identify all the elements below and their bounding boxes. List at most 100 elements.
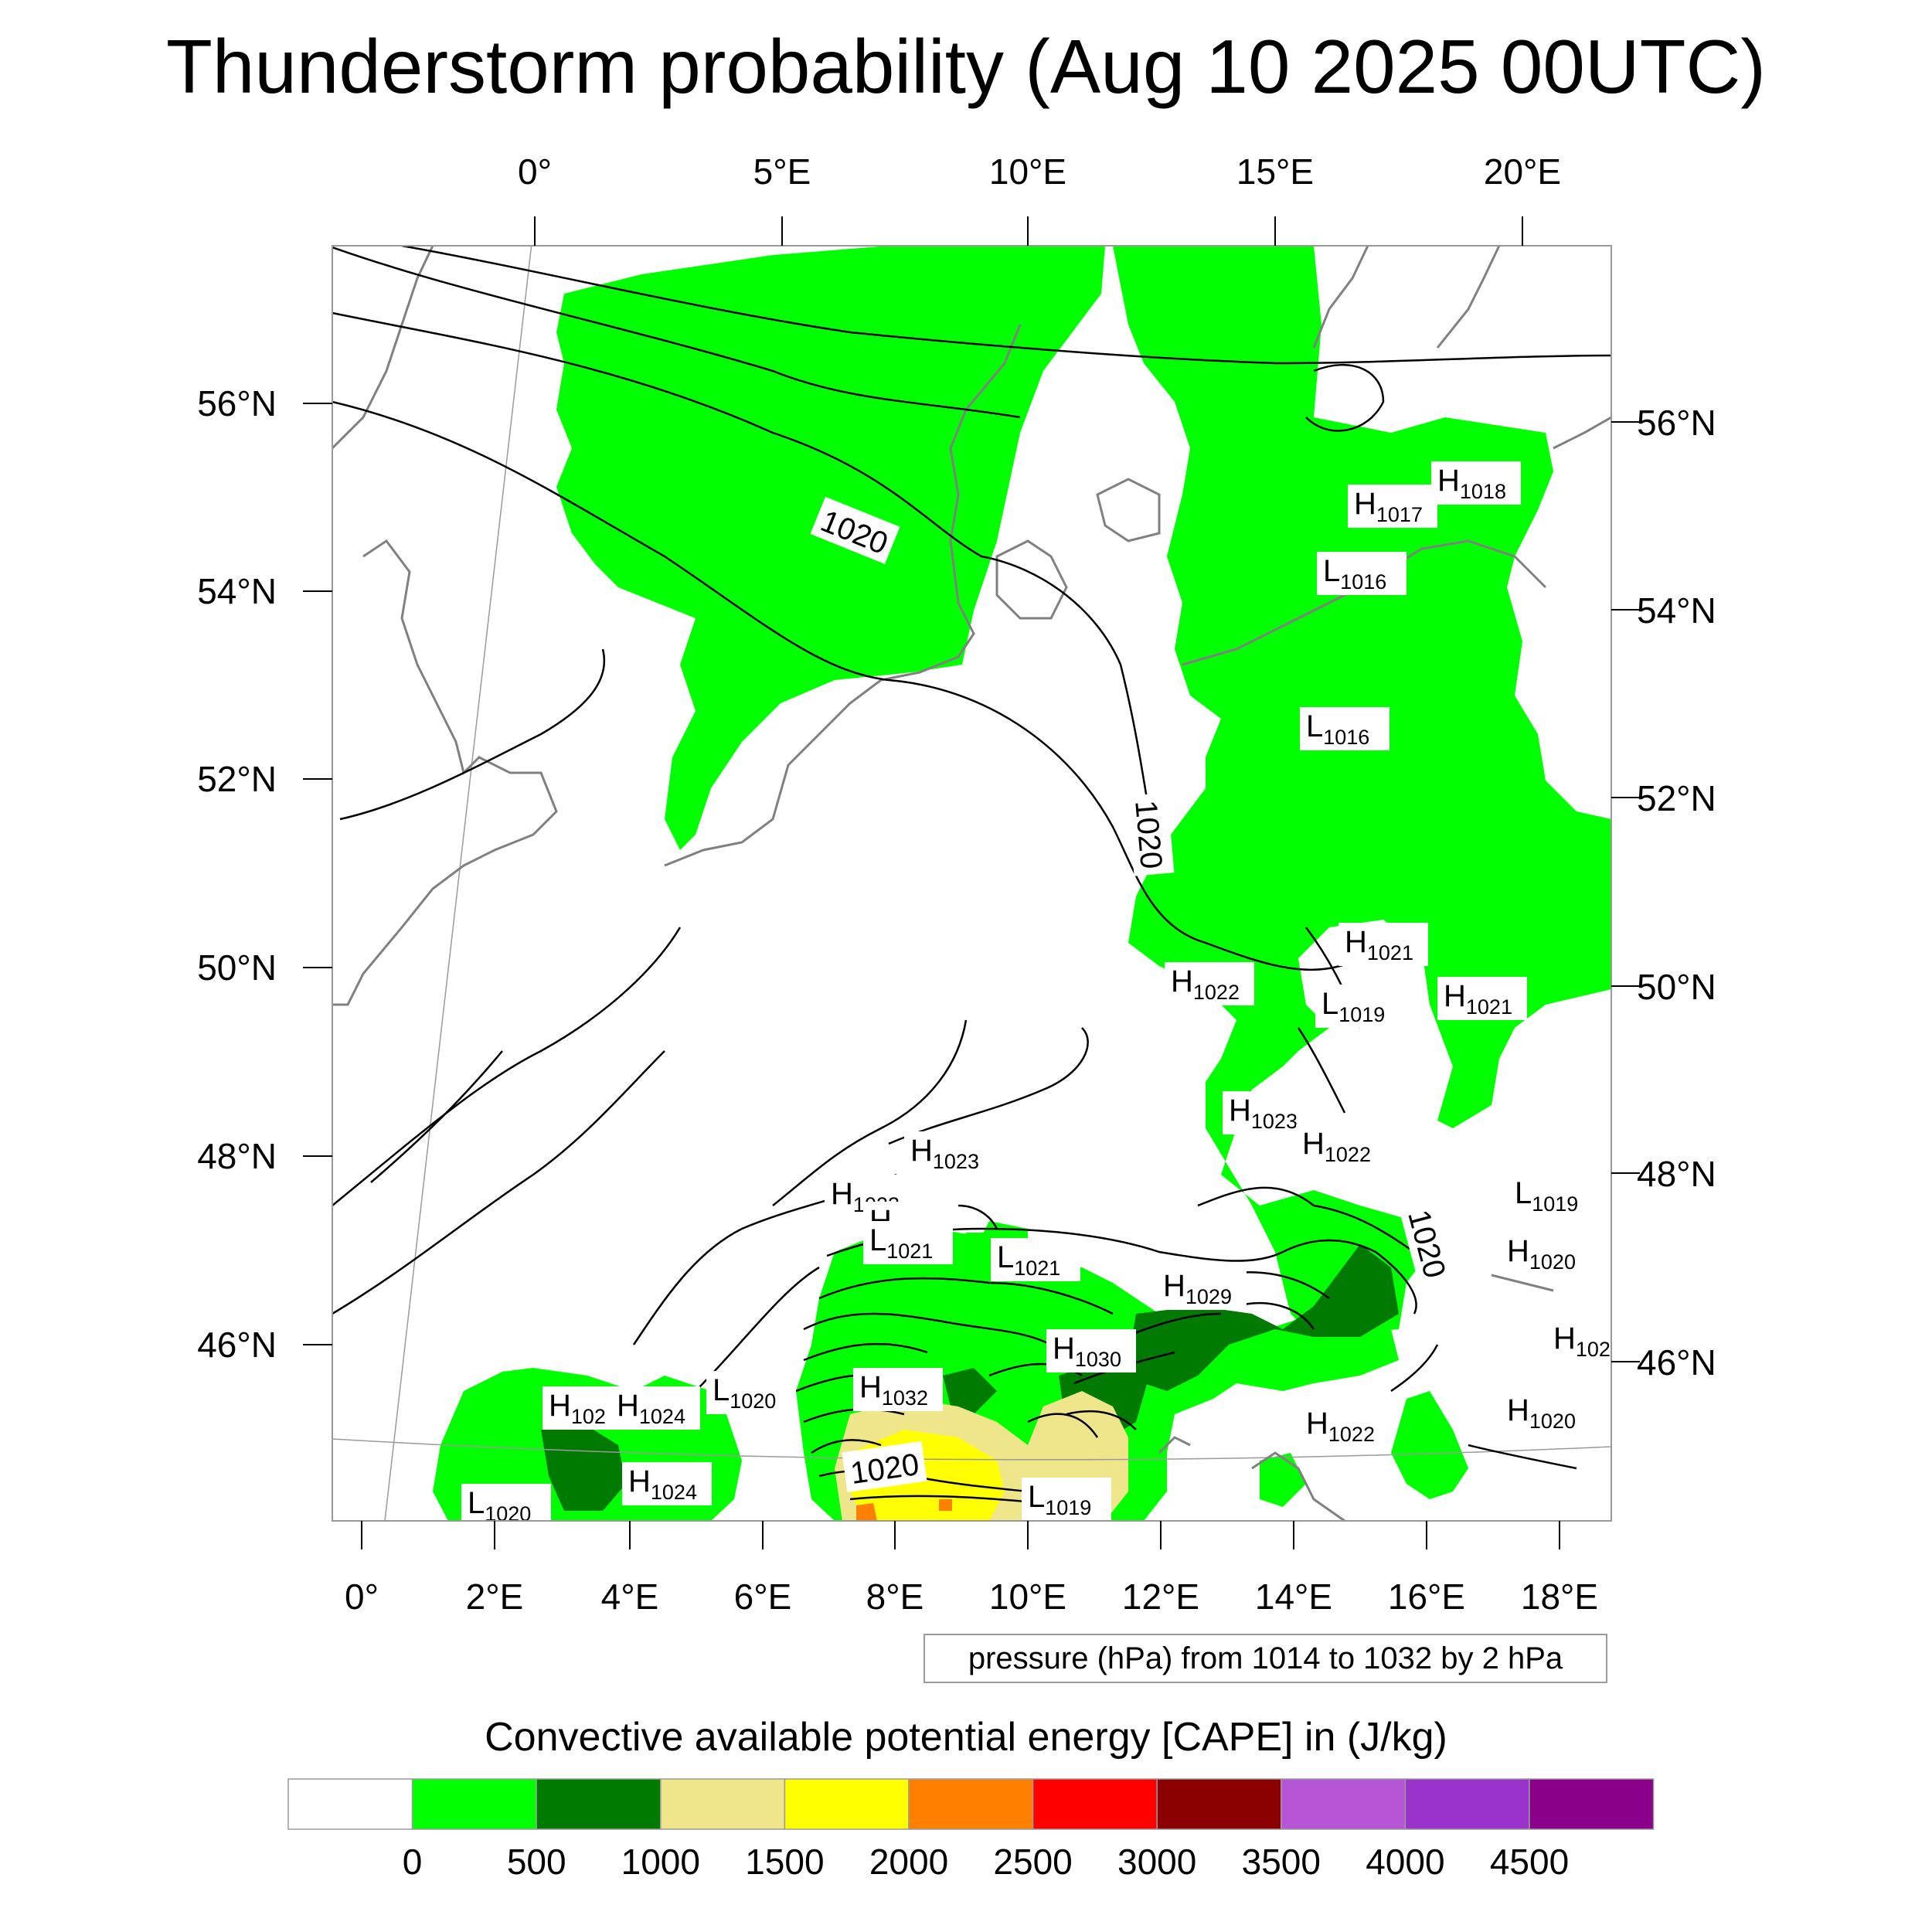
colorbar-swatch [1281,1778,1406,1830]
colorbar-tick-label: 1000 [621,1842,700,1882]
bottom-lon-16e: 16°E [1388,1577,1465,1617]
svg-text:L1019: L1019 [1028,1480,1091,1519]
svg-text:L1020: L1020 [468,1486,531,1526]
pressure-center-label: H1029 [1157,1267,1247,1310]
bottom-lon-14e: 14°E [1255,1577,1332,1617]
colorbar-tick-label: 500 [507,1842,566,1882]
colorbar-tick-label: 4000 [1366,1842,1444,1882]
svg-text:H1029: H1029 [1163,1269,1232,1308]
bottom-lon-18e: 18°E [1521,1577,1598,1617]
bottom-lon-2e: 2°E [466,1577,524,1617]
pressure-center-label: H1023 [904,1131,994,1175]
svg-text:H1023: H1023 [910,1134,979,1173]
pressure-center-label: H1017 [1348,485,1437,528]
colorbar-tick-label: 2500 [993,1842,1072,1882]
pressure-center-label: L1020 [461,1484,551,1526]
right-lat-46n: 46°N [1637,1342,1716,1383]
top-lon-20e: 20°E [1484,151,1561,192]
svg-text:H1022: H1022 [1302,1127,1371,1166]
bottom-lon-10e: 10°E [989,1577,1066,1617]
pressure-center-label: H1022 [1165,962,1254,1005]
svg-text:H1023: H1023 [1229,1094,1298,1133]
pressure-center-label: H1020 [1501,1391,1590,1434]
colorbar-swatch [287,1778,413,1830]
colorbar-swatch [536,1778,662,1830]
bottom-lon-6e: 6°E [734,1577,792,1617]
colorbar-swatch [411,1778,537,1830]
map-area: 1020 1020 1020 1020 H1018H1017L1016L1016… [332,246,1611,1526]
colorbar-swatch [1529,1778,1655,1830]
contour-label-2: 1020 [1127,792,1175,876]
pressure-center-label: L1016 [1300,707,1389,750]
pressure-center-label: L1020 [706,1371,796,1414]
pressure-center-label: H1021 [1437,977,1527,1020]
pressure-center-label: H1023 [1223,1091,1312,1134]
pressure-center-label: H1030 [1046,1329,1136,1372]
pressure-center-label: H1022 [1296,1124,1386,1168]
svg-text:H1024: H1024 [617,1389,685,1428]
colorbar-swatch [1404,1778,1530,1830]
colorbar-swatch [1032,1778,1158,1830]
top-lon-5e: 5°E [753,151,811,192]
svg-text:L1019: L1019 [1321,987,1385,1026]
svg-text:L1016: L1016 [1323,554,1386,594]
svg-text:L1019: L1019 [1515,1176,1578,1216]
svg-text:H1022: H1022 [1171,964,1240,1004]
colorbar-tick-label: 3500 [1242,1842,1321,1882]
svg-text:H1020: H1020 [1507,1393,1576,1433]
pressure-center-label: L1021 [863,1221,953,1264]
top-lon-10e: 10°E [989,151,1066,192]
right-lat-54n: 54°N [1637,590,1716,631]
svg-text:L1016: L1016 [1306,709,1369,749]
svg-text:L1020: L1020 [713,1373,776,1413]
svg-text:H1018: H1018 [1437,464,1506,503]
coastlines [332,246,1611,1521]
colorbar-swatch [908,1778,1034,1830]
pressure-center-label: L1019 [1022,1478,1111,1521]
bottom-lon-4e: 4°E [601,1577,659,1617]
svg-text:H1021: H1021 [1345,925,1413,964]
top-lon-0: 0° [518,151,552,192]
left-lat-48n: 48°N [197,1136,277,1176]
cape-colorbar-title: Convective available potential energy [C… [485,1715,1447,1760]
svg-text:H1032: H1032 [859,1370,928,1410]
colorbar-tick-label: 4500 [1490,1842,1569,1882]
right-lat-axis: 56°N 54°N 52°N 50°N 48°N 46°N [1611,403,1716,1383]
svg-text:L1021: L1021 [869,1223,933,1263]
pressure-center-label: H1018 [1431,461,1521,505]
svg-text:1020: 1020 [1128,799,1168,870]
pressure-center-label: H1024 [611,1386,700,1430]
left-lat-56n: 56°N [197,383,277,423]
svg-text:L1021: L1021 [997,1240,1060,1280]
bottom-lon-8e: 8°E [866,1577,924,1617]
top-lon-axis: 0° 5°E 10°E 15°E 20°E [518,151,1561,246]
colorbar-tick-label: 0 [403,1842,423,1882]
colorbar-swatch [660,1778,786,1830]
svg-text:H1020: H1020 [1507,1234,1576,1274]
bottom-lon-0: 0° [345,1577,379,1617]
left-lat-46n: 46°N [197,1325,277,1365]
pressure-center-label: H1021 [1338,923,1428,966]
pressure-center-label: H102 [1547,1319,1611,1362]
pressure-note: pressure (hPa) from 1014 to 1032 by 2 hP… [923,1634,1607,1683]
colorbar-tick-label: 2000 [869,1842,948,1882]
right-lat-48n: 48°N [1637,1154,1716,1194]
left-lat-54n: 54°N [197,571,277,611]
pressure-center-label: H1022 [1300,1404,1389,1447]
right-lat-56n: 56°N [1637,403,1716,443]
pressure-center-label: H102 [543,1386,619,1430]
map-title: Thunderstorm probability (Aug 10 2025 00… [166,24,1766,109]
pressure-center-label: L1016 [1317,552,1406,595]
left-lat-axis: 56°N 54°N 52°N 50°N 48°N 46°N [197,383,332,1365]
left-lat-52n: 52°N [197,759,277,799]
cape-colorbar: 0 500 1000 1500 2000 2500 3000 3500 4000 4500 [287,1778,1655,1882]
contour-label-4: 1020 [842,1441,927,1493]
map-frame [332,245,1612,1522]
left-lat-50n: 50°N [197,947,277,988]
svg-text:H102: H102 [1553,1321,1611,1361]
right-lat-50n: 50°N [1637,967,1716,1007]
right-lat-52n: 52°N [1637,778,1716,818]
pressure-center-label: H1024 [622,1462,712,1505]
colorbar-tick-label: 3000 [1117,1842,1196,1882]
